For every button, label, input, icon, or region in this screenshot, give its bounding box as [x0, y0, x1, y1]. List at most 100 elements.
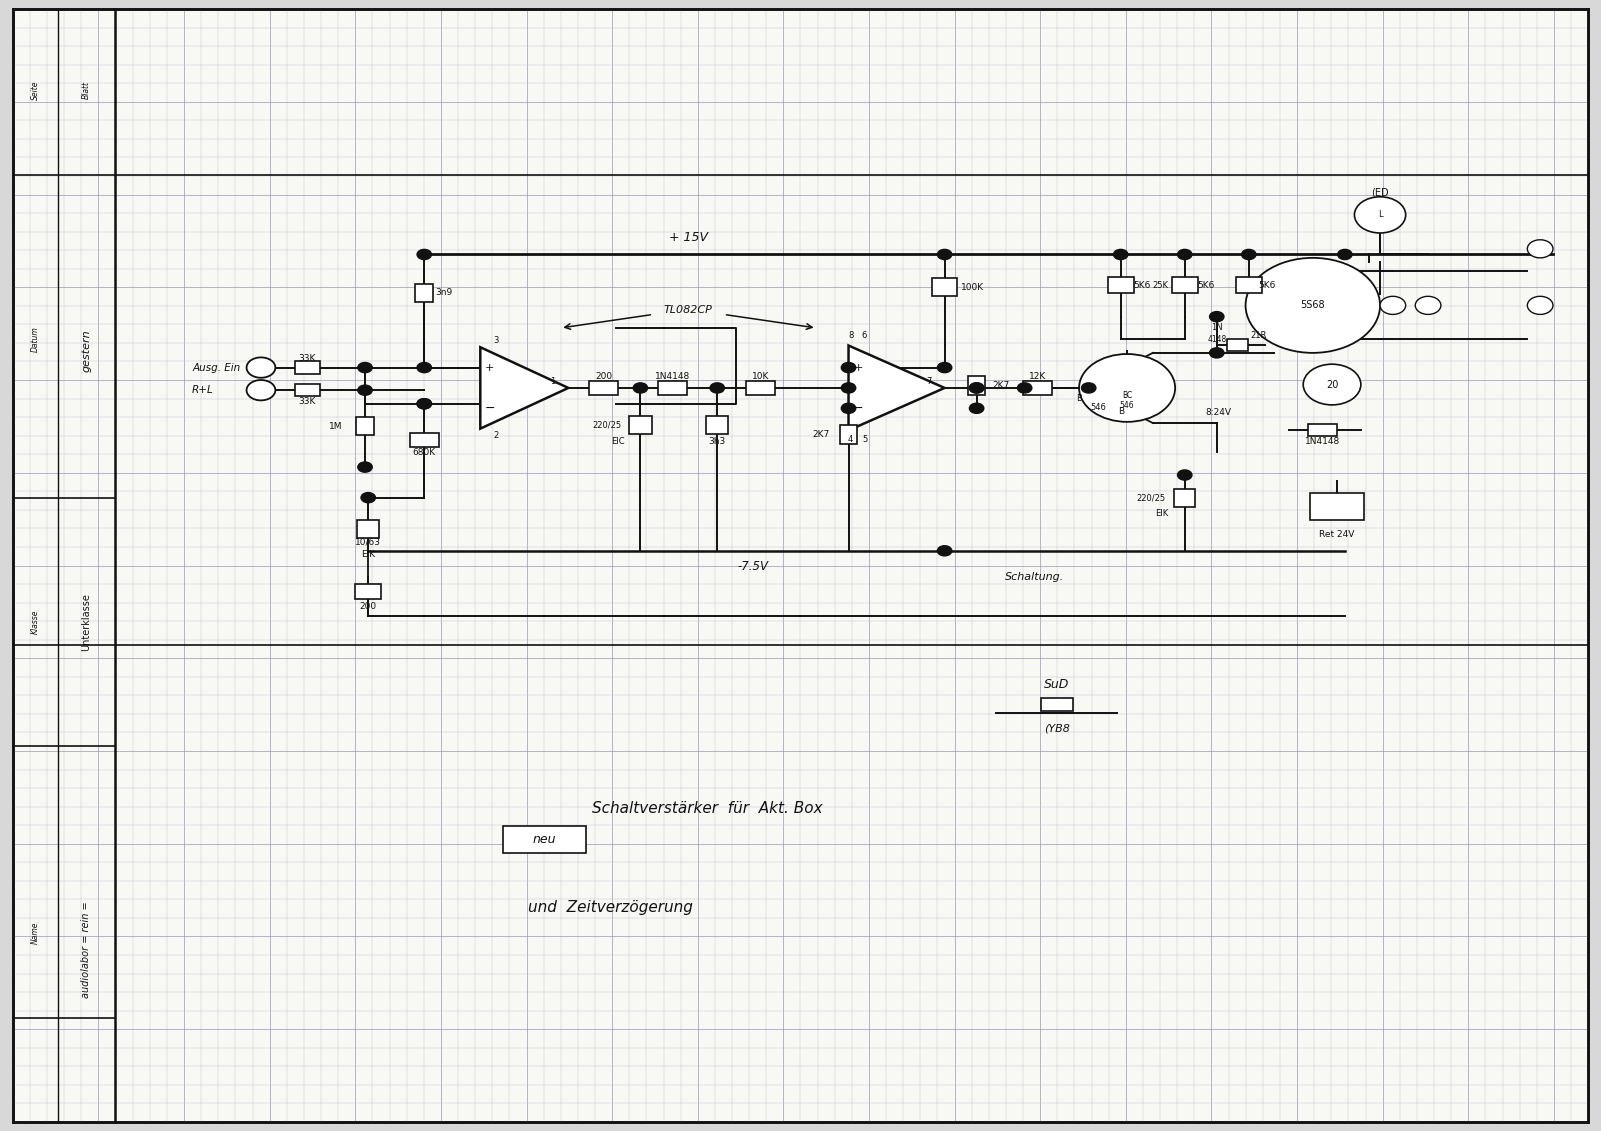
Bar [1226, 339, 1249, 351]
Text: 3h3: 3h3 [709, 437, 725, 446]
Text: 2K7: 2K7 [812, 430, 829, 439]
Text: Klasse: Klasse [30, 610, 40, 634]
Bar [629, 416, 652, 434]
Circle shape [1177, 249, 1191, 260]
Bar [295, 383, 320, 397]
Circle shape [1082, 382, 1095, 394]
Circle shape [937, 249, 951, 260]
Circle shape [842, 362, 857, 373]
Circle shape [1527, 296, 1553, 314]
Text: 1N4148: 1N4148 [655, 372, 690, 381]
Text: 2K7: 2K7 [993, 381, 1010, 390]
Circle shape [634, 382, 648, 394]
Bar [410, 432, 439, 447]
Text: und  Zeitverzögerung: und Zeitverzögerung [528, 899, 693, 915]
Bar [1308, 423, 1337, 437]
Text: 5S68: 5S68 [1300, 301, 1326, 310]
Text: 1M: 1M [330, 422, 343, 431]
Bar [706, 416, 728, 434]
Text: 6: 6 [861, 331, 868, 340]
Text: −: − [485, 402, 495, 415]
Circle shape [969, 403, 983, 414]
Text: 33K: 33K [299, 354, 315, 363]
Text: BC
546: BC 546 [1119, 390, 1135, 411]
Text: +: + [485, 363, 495, 372]
Text: 680K: 680K [413, 448, 435, 457]
Circle shape [709, 382, 724, 394]
Text: 200: 200 [596, 372, 612, 381]
Text: Ret 24V: Ret 24V [1319, 530, 1354, 539]
Bar [1236, 277, 1262, 293]
Circle shape [359, 362, 373, 373]
Text: SuD: SuD [1044, 677, 1069, 691]
Circle shape [1210, 312, 1223, 322]
Text: B: B [1076, 394, 1082, 403]
Text: 21R: 21R [1250, 331, 1266, 340]
Circle shape [1018, 382, 1033, 394]
Circle shape [359, 385, 373, 396]
Text: 8:24V: 8:24V [1206, 408, 1231, 417]
Text: audiolabor = rein =: audiolabor = rein = [82, 901, 91, 999]
Text: L: L [1378, 210, 1382, 219]
Text: Unterklasse: Unterklasse [82, 593, 91, 651]
Bar [658, 381, 687, 395]
Circle shape [1177, 470, 1191, 481]
Text: EIK: EIK [1156, 509, 1169, 518]
Text: 12K: 12K [1029, 372, 1045, 381]
Text: 220/25: 220/25 [592, 421, 621, 430]
Text: Schaltung.: Schaltung. [1005, 572, 1065, 581]
Circle shape [1337, 249, 1351, 260]
Text: 10/63: 10/63 [355, 537, 381, 546]
Circle shape [1246, 258, 1380, 353]
Text: Name: Name [30, 922, 40, 944]
Text: Blatt: Blatt [82, 81, 91, 100]
Circle shape [416, 398, 432, 409]
Text: 2: 2 [493, 431, 500, 440]
Bar [357, 520, 379, 538]
Circle shape [842, 382, 857, 394]
Circle shape [1113, 249, 1127, 260]
Bar [295, 362, 320, 373]
Circle shape [842, 403, 857, 414]
Text: EIC: EIC [610, 437, 624, 446]
Text: Ausg. Ein: Ausg. Ein [192, 363, 240, 372]
Circle shape [1415, 296, 1441, 314]
Circle shape [416, 362, 432, 373]
Circle shape [937, 362, 951, 373]
Circle shape [362, 493, 376, 502]
Bar [1108, 277, 1134, 293]
Text: 5: 5 [861, 435, 868, 444]
Bar [355, 417, 373, 435]
Text: 4148: 4148 [1207, 335, 1226, 344]
Text: 200: 200 [360, 602, 376, 611]
Text: gestern: gestern [82, 329, 91, 372]
Text: 4: 4 [849, 435, 853, 444]
Text: -7.5V: -7.5V [736, 560, 768, 573]
Text: 20: 20 [1326, 380, 1338, 389]
Text: Datum: Datum [30, 327, 40, 352]
Text: 5K6: 5K6 [1198, 280, 1215, 290]
Text: neu: neu [533, 832, 556, 846]
Bar [932, 278, 957, 296]
Text: EIK: EIK [362, 550, 375, 559]
Polygon shape [480, 347, 568, 429]
Bar [415, 284, 432, 302]
Bar [1310, 493, 1364, 520]
Circle shape [1380, 296, 1406, 314]
Text: 3n9: 3n9 [435, 288, 453, 297]
Text: −: − [853, 402, 863, 415]
Circle shape [969, 382, 983, 394]
Circle shape [1303, 364, 1361, 405]
Circle shape [1079, 354, 1175, 422]
Bar [1041, 698, 1073, 711]
Text: TL082CP: TL082CP [664, 305, 712, 314]
Text: 546: 546 [1090, 403, 1106, 412]
Text: 7: 7 [925, 377, 932, 386]
Text: 3: 3 [493, 336, 500, 345]
Bar [1172, 277, 1198, 293]
Text: 1: 1 [549, 377, 556, 386]
Text: + 15V: + 15V [669, 231, 708, 244]
Circle shape [247, 357, 275, 378]
Text: 1N: 1N [1210, 323, 1223, 333]
Circle shape [1354, 197, 1406, 233]
